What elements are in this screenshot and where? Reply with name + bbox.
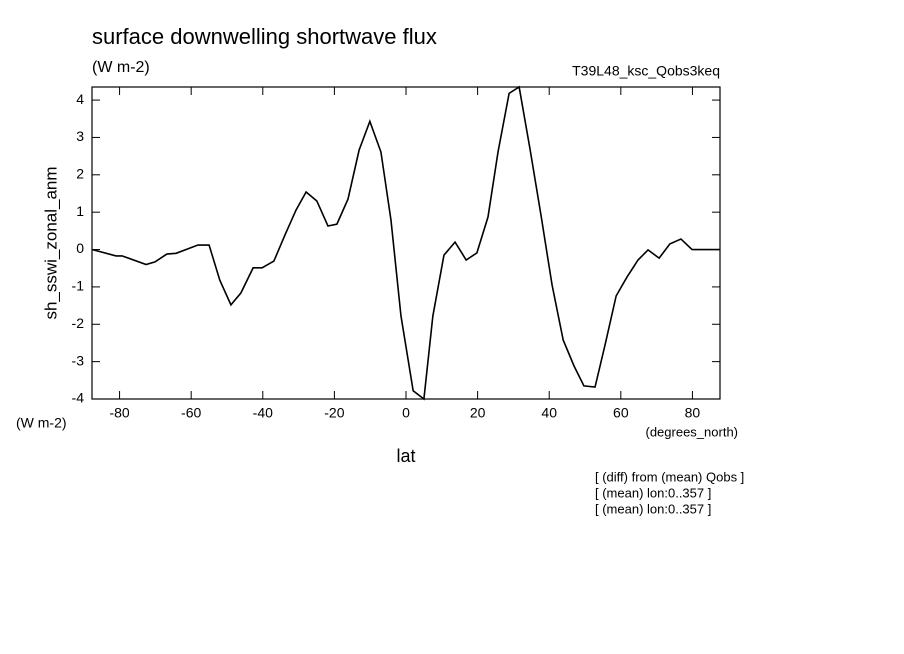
y-tick-label: 1	[76, 203, 84, 219]
dataset: T39L48_ksc_Qobs3keq	[572, 63, 720, 79]
plot-frame	[91, 86, 721, 400]
y-tick-label: 2	[76, 166, 84, 182]
x-tick-label: 60	[613, 405, 629, 421]
x-tick-label: -20	[324, 405, 344, 421]
x-tick-label: 40	[541, 405, 557, 421]
x-tick-label: -40	[253, 405, 273, 421]
chart-title: surface downwelling shortwave flux	[92, 24, 437, 49]
x-axis-label: lat	[396, 446, 415, 466]
y-axis-label: sh_sswi_zonal_anm	[41, 166, 60, 319]
x-units: (degrees_north)	[646, 424, 739, 439]
y-tick-label: -1	[72, 278, 85, 294]
y-units: (W m-2)	[16, 415, 67, 431]
x-tick-label: -60	[181, 405, 201, 421]
x-tick-label: -80	[109, 405, 129, 421]
y-tick-label: 0	[76, 240, 84, 256]
units: (W m-2)	[92, 59, 150, 76]
x-tick-label: 0	[402, 405, 410, 421]
y-tick-label: -3	[72, 352, 85, 368]
x-tick-label: 80	[685, 405, 701, 421]
y-tick-label: -2	[72, 315, 85, 331]
note: [ (mean) lon:0..357 ]	[595, 501, 711, 516]
y-tick-label: -4	[72, 390, 85, 406]
note: [ (mean) lon:0..357 ]	[595, 485, 711, 500]
note: [ (diff) from (mean) Qobs ]	[595, 469, 744, 484]
x-tick-label: 20	[470, 405, 486, 421]
data-line	[91, 85, 720, 401]
y-tick-label: 3	[76, 128, 84, 144]
y-tick-label: 4	[76, 91, 84, 107]
